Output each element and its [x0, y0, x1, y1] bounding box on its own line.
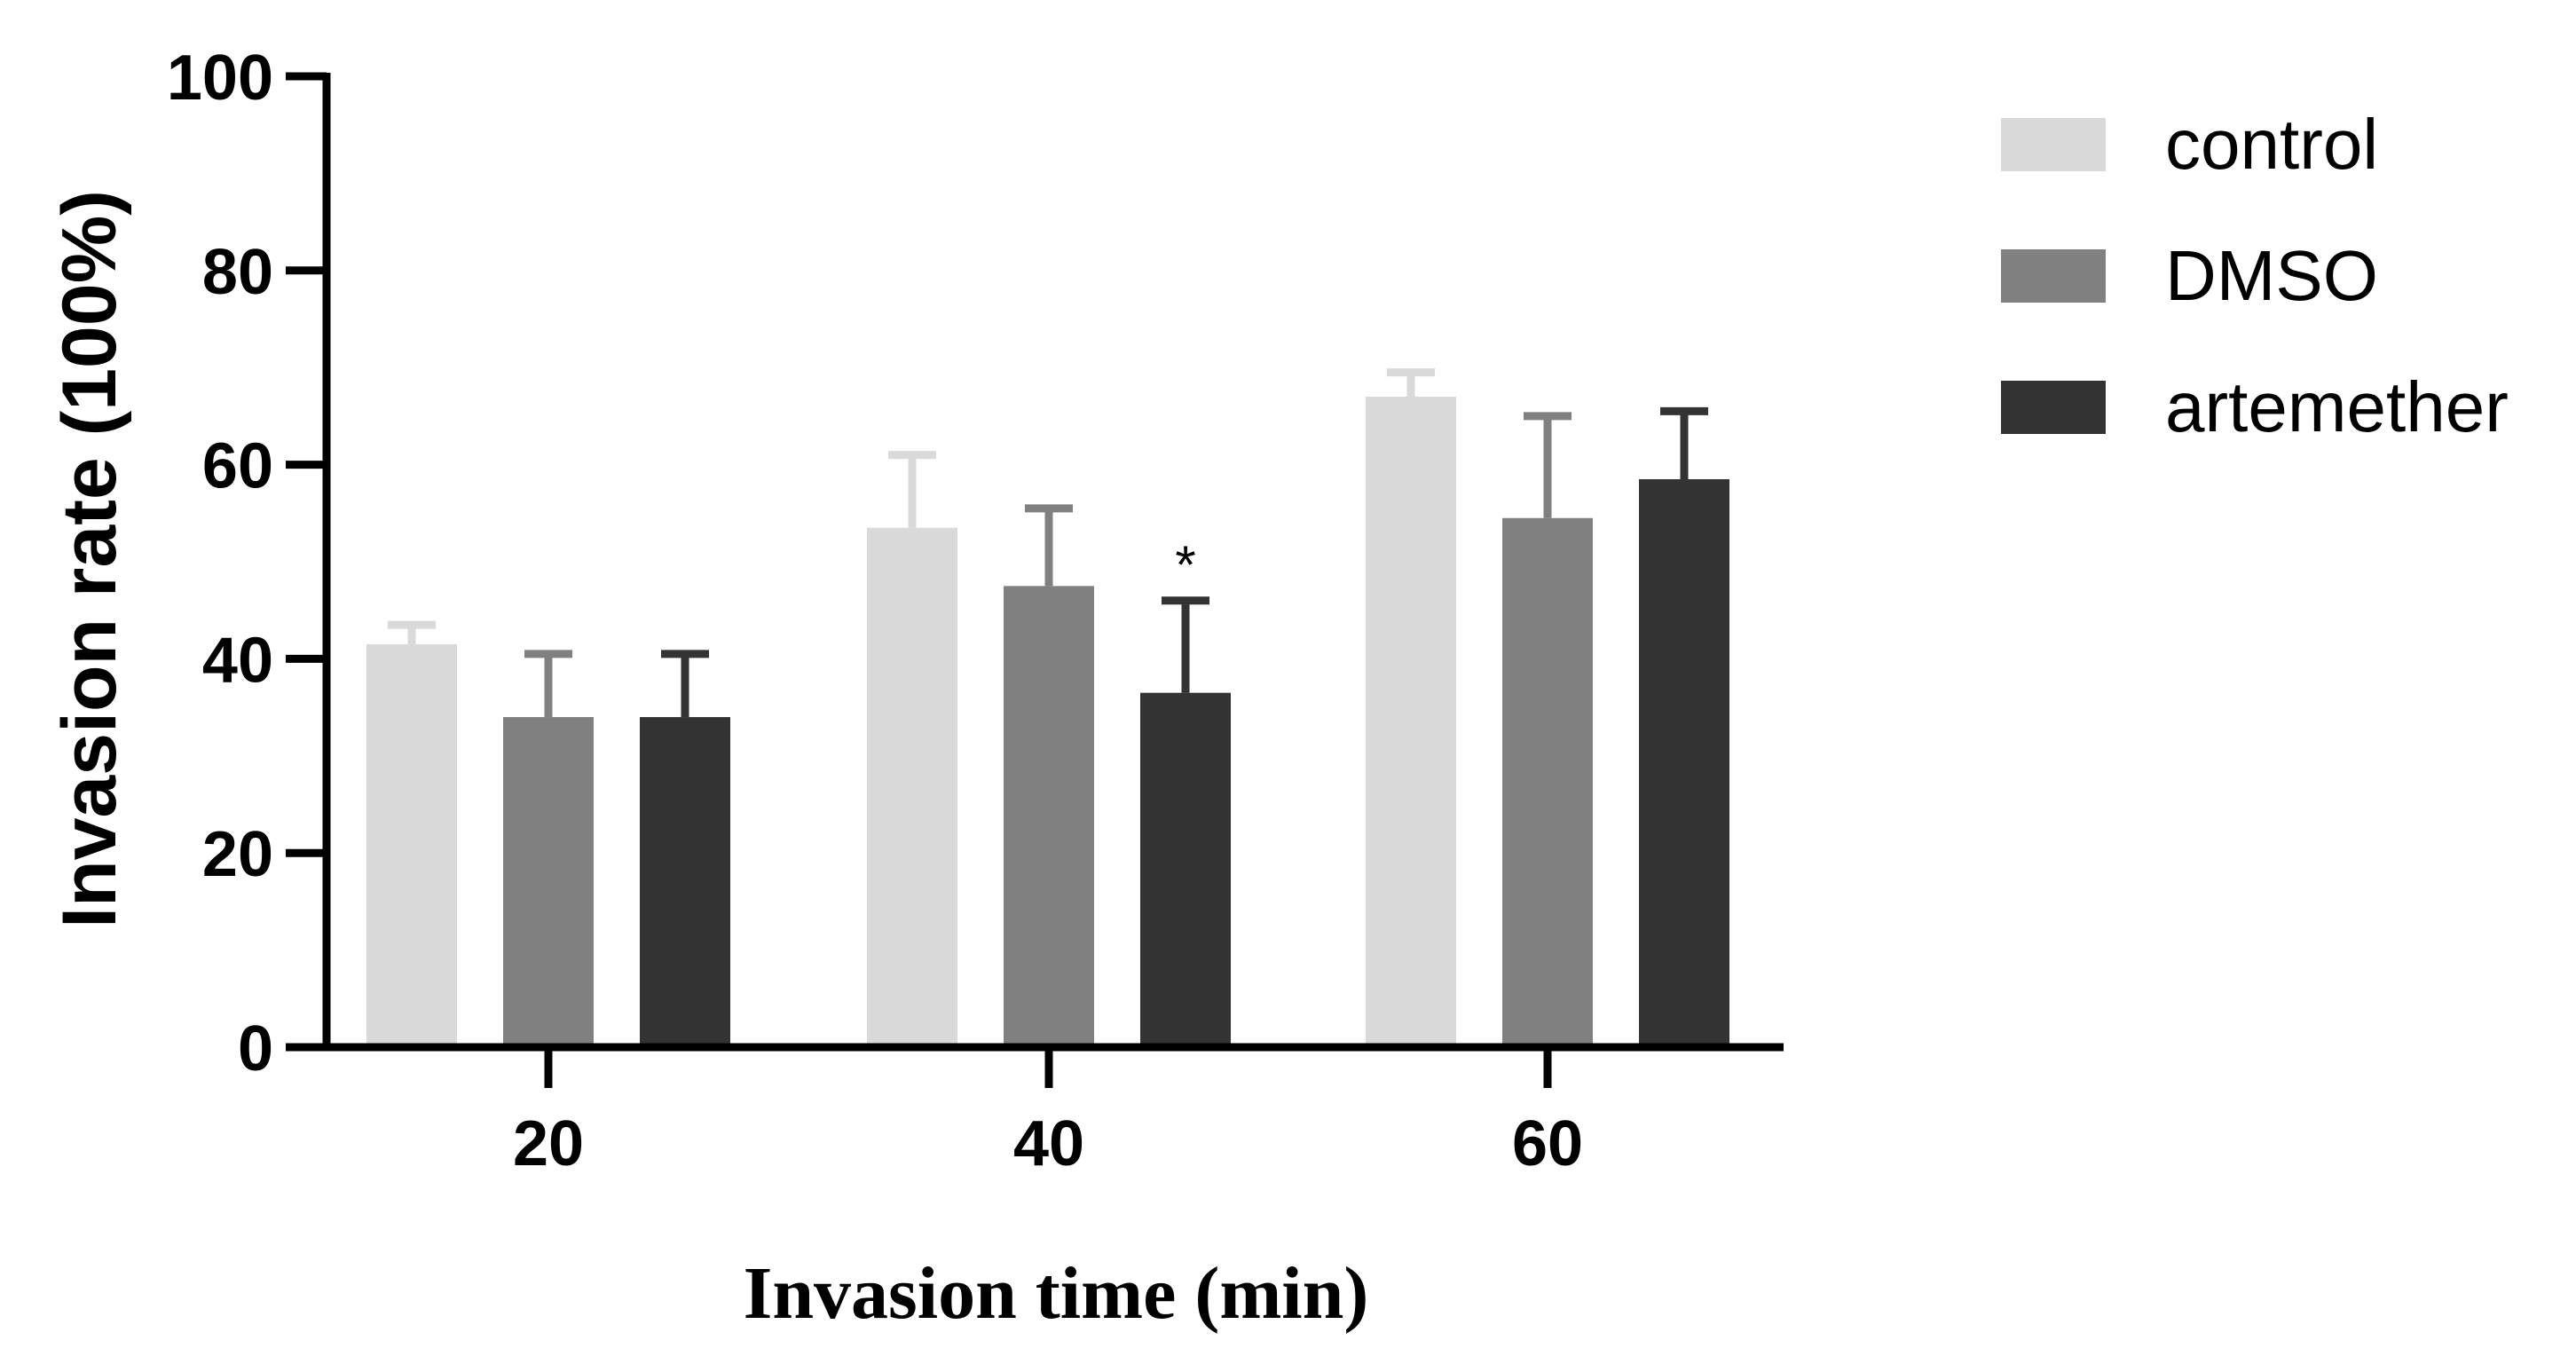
- error-bar-artemether-20: [661, 650, 709, 718]
- error-bar-control-60: [1387, 368, 1435, 398]
- legend-item-artemether: artemether: [2001, 367, 2509, 446]
- y-tick-label: 0: [238, 1013, 273, 1084]
- y-tick-label: 80: [202, 237, 273, 308]
- y-tick-label: 40: [202, 625, 273, 696]
- error-bar-DMSO-40: [1025, 504, 1073, 587]
- bar-control-40: [867, 527, 957, 1047]
- y-axis-label: Invasion rate (100%): [47, 190, 132, 928]
- legend-label: artemether: [2165, 367, 2509, 446]
- error-bar-artemether-40: [1162, 596, 1209, 693]
- bar-control-20: [366, 643, 457, 1047]
- y-tick-label: 60: [202, 431, 273, 502]
- y-tick-label: 20: [202, 819, 273, 890]
- error-bar-DMSO-60: [1524, 412, 1572, 518]
- significance-asterisk: *: [1175, 535, 1195, 595]
- legend-label: DMSO: [2165, 236, 2378, 315]
- bar-DMSO-40: [1004, 586, 1094, 1047]
- legend-label: control: [2165, 105, 2378, 184]
- bar-DMSO-60: [1502, 517, 1593, 1047]
- bar-DMSO-20: [503, 717, 594, 1047]
- bar-artemether-20: [640, 717, 730, 1047]
- x-tick-label: 40: [1013, 1108, 1084, 1179]
- bar-artemether-40: [1140, 692, 1231, 1047]
- legend-swatch: [2001, 118, 2106, 171]
- x-tick-label: 60: [1512, 1108, 1583, 1179]
- error-bar-control-20: [388, 620, 436, 644]
- bar-control-60: [1366, 397, 1456, 1047]
- y-tick-label: 100: [167, 43, 273, 114]
- error-bar-DMSO-20: [524, 650, 572, 718]
- legend-item-DMSO: DMSO: [2001, 236, 2378, 315]
- error-bar-artemether-60: [1660, 406, 1708, 480]
- legend-item-control: control: [2001, 105, 2378, 184]
- x-axis-label: Invasion time (min): [744, 1252, 1369, 1335]
- bar-artemether-60: [1639, 479, 1729, 1047]
- legend-swatch: [2001, 381, 2106, 434]
- x-tick-label: 20: [513, 1108, 584, 1179]
- error-bar-control-40: [888, 451, 936, 528]
- legend-swatch: [2001, 249, 2106, 303]
